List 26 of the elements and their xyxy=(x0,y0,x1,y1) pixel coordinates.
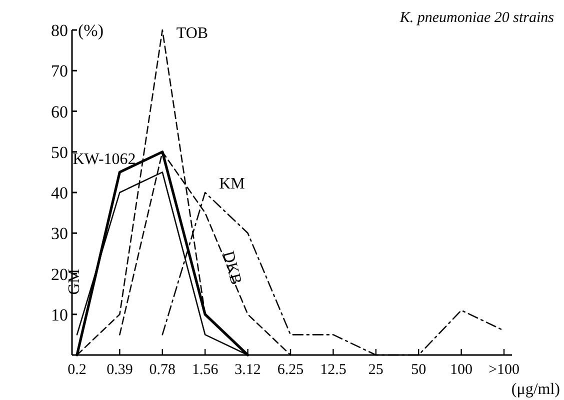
y-tick-label: 80 xyxy=(51,21,68,40)
y-tick-label: 70 xyxy=(51,62,68,81)
x-tick-label: 0.78 xyxy=(149,362,176,378)
x-tick-label: 25 xyxy=(368,362,384,378)
x-tick-label: 6.25 xyxy=(277,362,304,378)
x-tick-label: 100 xyxy=(450,362,473,378)
x-tick-label: 3.12 xyxy=(234,362,261,378)
text: DKB xyxy=(219,249,244,286)
chart-title: K. pneumoniae 20 strains xyxy=(398,10,554,26)
x-tick-label: 12.5 xyxy=(320,362,346,378)
x-tick-label: 0.39 xyxy=(106,362,133,378)
x-tick-label: 50 xyxy=(411,362,426,378)
x-tick-label: 0.2 xyxy=(68,362,86,378)
x-axis-title: (μg/ml) xyxy=(511,381,560,398)
y-axis-title: (%) xyxy=(78,21,104,40)
x-tick-label: >100 xyxy=(488,362,520,378)
y-tick-label: 40 xyxy=(51,184,68,202)
series-label: KW-1062 xyxy=(72,151,136,168)
y-tick-label: 30 xyxy=(51,224,68,244)
x-tick-label: 1.56 xyxy=(192,362,219,378)
y-tick-label: 20 xyxy=(51,264,68,284)
series-label: KM xyxy=(219,176,245,192)
y-tick-label: 50 xyxy=(51,142,68,162)
y-tick-label: 10 xyxy=(51,305,68,324)
series-label: TOB xyxy=(176,25,208,42)
y-tick-label: 60 xyxy=(51,102,68,122)
